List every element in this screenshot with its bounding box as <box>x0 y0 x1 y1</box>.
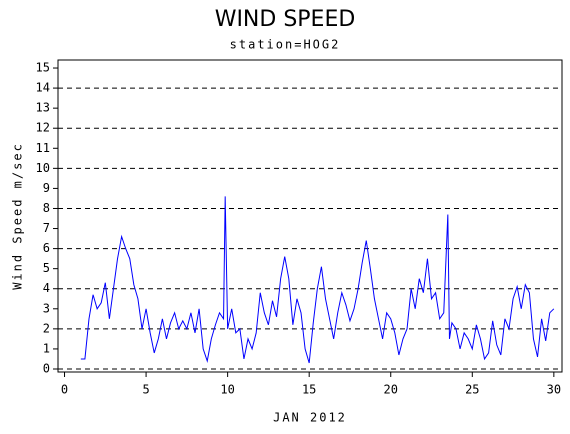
y-axis-label: Wind Speed m/sec <box>11 142 25 290</box>
y-tick-label: 13 <box>36 101 50 115</box>
y-tick-label: 10 <box>36 161 50 175</box>
y-tick-label: 15 <box>36 61 50 75</box>
y-tick-label: 6 <box>43 241 50 255</box>
x-tick-label: 30 <box>547 383 561 397</box>
y-tick-label: 12 <box>36 121 50 135</box>
y-tick-label: 5 <box>43 261 50 275</box>
x-axis-label: JAN 2012 <box>273 411 347 425</box>
y-tick-label: 7 <box>43 221 50 235</box>
chart-subtitle: station=HOG2 <box>230 38 341 52</box>
y-tick-label: 14 <box>36 81 50 95</box>
x-tick-label: 0 <box>61 383 68 397</box>
x-tick-label: 10 <box>220 383 234 397</box>
y-tick-label: 9 <box>43 181 50 195</box>
data-line <box>80 196 555 364</box>
y-tick-label: 8 <box>43 201 50 215</box>
y-tick-label: 11 <box>36 141 50 155</box>
x-tick-label: 25 <box>465 383 479 397</box>
x-tick-label: 20 <box>384 383 398 397</box>
chart-title: WIND SPEED <box>215 7 356 32</box>
y-tick-label: 1 <box>43 341 50 355</box>
x-tick-label: 5 <box>142 383 149 397</box>
plot-frame <box>57 59 563 373</box>
x-tick-label: 15 <box>302 383 316 397</box>
y-tick-label: 2 <box>43 321 50 335</box>
y-tick-label: 4 <box>43 281 50 295</box>
y-tick-label: 0 <box>43 361 50 375</box>
y-tick-label: 3 <box>43 301 50 315</box>
